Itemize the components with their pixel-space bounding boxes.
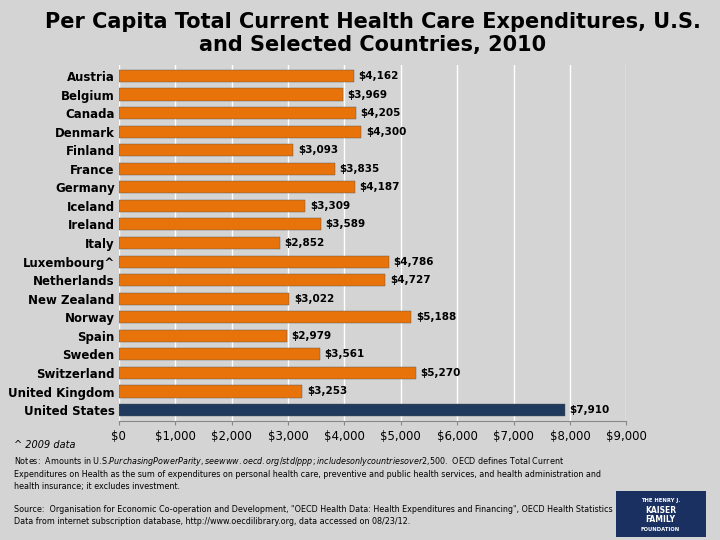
Text: $4,162: $4,162 <box>358 71 398 81</box>
Text: $3,561: $3,561 <box>324 349 364 360</box>
Bar <box>119 274 385 286</box>
Bar <box>119 237 279 249</box>
Text: $2,979: $2,979 <box>292 331 331 341</box>
Text: $3,589: $3,589 <box>325 219 366 230</box>
Text: $4,205: $4,205 <box>361 108 401 118</box>
Text: $7,910: $7,910 <box>570 405 610 415</box>
Bar <box>119 367 416 379</box>
Bar <box>119 126 361 138</box>
Bar <box>119 293 289 305</box>
Text: $5,188: $5,188 <box>416 312 456 322</box>
Bar <box>119 386 302 397</box>
Bar <box>119 107 356 119</box>
Bar <box>119 181 355 193</box>
Text: $3,969: $3,969 <box>347 90 387 99</box>
Text: $3,309: $3,309 <box>310 201 350 211</box>
Text: $4,786: $4,786 <box>393 256 433 267</box>
Text: Source:  Organisation for Economic Co-operation and Development, "OECD Health Da: Source: Organisation for Economic Co-ope… <box>14 505 613 526</box>
Text: $3,093: $3,093 <box>298 145 338 155</box>
Text: $3,022: $3,022 <box>294 294 334 303</box>
Text: FAMILY: FAMILY <box>646 515 675 524</box>
Text: $4,727: $4,727 <box>390 275 431 285</box>
Text: $3,253: $3,253 <box>307 387 347 396</box>
Text: $3,835: $3,835 <box>340 164 380 174</box>
Text: Notes:  Amounts in U.S.$ Purchasing Power Parity, see www.oecd.org/std/ppp; incl: Notes: Amounts in U.S.$ Purchasing Power… <box>14 455 601 491</box>
Bar <box>119 89 343 100</box>
Bar <box>119 144 293 156</box>
Text: $4,300: $4,300 <box>366 126 406 137</box>
Text: ^ 2009 data: ^ 2009 data <box>14 440 76 450</box>
Bar <box>119 163 335 175</box>
Text: $4,187: $4,187 <box>359 183 400 192</box>
Bar <box>119 200 305 212</box>
Bar <box>119 70 354 82</box>
Text: KAISER: KAISER <box>645 506 676 515</box>
Text: THE HENRY J.: THE HENRY J. <box>641 498 680 503</box>
Title: Per Capita Total Current Health Care Expenditures, U.S.
and Selected Countries, : Per Capita Total Current Health Care Exp… <box>45 12 701 55</box>
Bar <box>119 330 287 342</box>
Bar <box>119 348 320 360</box>
Text: $2,852: $2,852 <box>284 238 325 248</box>
Bar <box>119 404 565 416</box>
Bar <box>119 255 389 268</box>
Text: FOUNDATION: FOUNDATION <box>641 526 680 531</box>
Bar <box>119 311 411 323</box>
Bar <box>119 218 321 231</box>
Text: $5,270: $5,270 <box>420 368 461 378</box>
